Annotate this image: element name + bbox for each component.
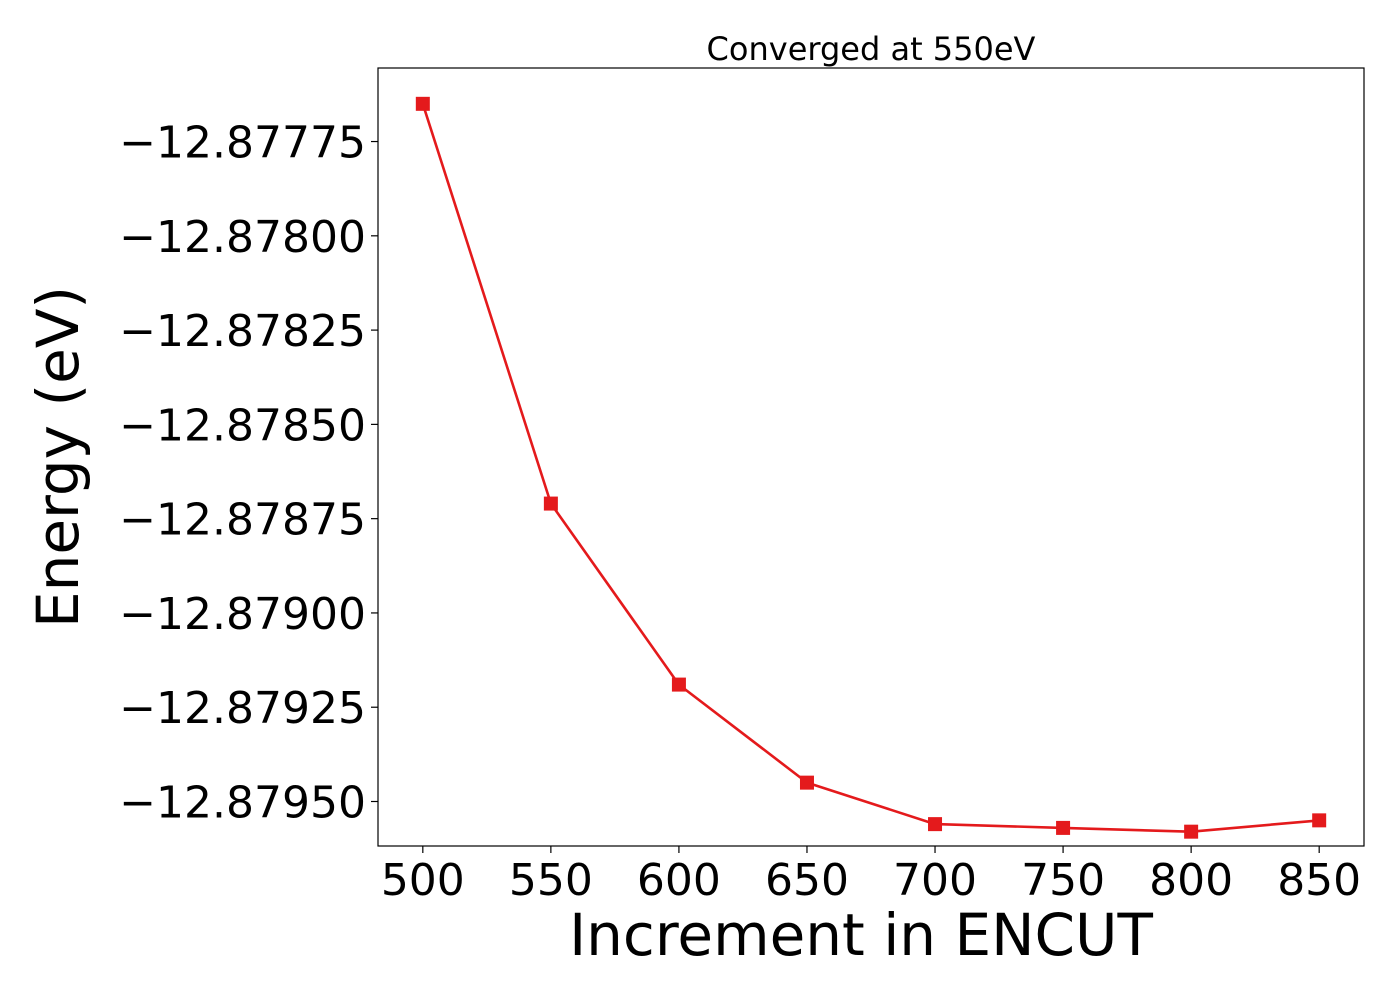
data-point-marker: [928, 817, 943, 832]
y-tick-label: −12.87850: [119, 400, 366, 451]
data-series: [415, 96, 1327, 839]
x-tick-label: 800: [1149, 855, 1233, 906]
data-point-marker: [415, 96, 430, 111]
x-tick-label: 750: [1021, 855, 1105, 906]
x-tick-label: 550: [509, 855, 593, 906]
y-tick-label: −12.87775: [119, 118, 366, 169]
x-tick-label: 650: [765, 855, 849, 906]
data-point-marker: [799, 775, 814, 790]
y-tick-label: −12.87800: [119, 212, 366, 263]
x-tick-label: 600: [637, 855, 721, 906]
chart-title: Converged at 550eV: [707, 30, 1036, 68]
data-point-marker: [1056, 820, 1071, 835]
data-point-marker: [1184, 824, 1199, 839]
data-point-marker: [1312, 813, 1327, 828]
y-tick-label: −12.87825: [119, 306, 366, 357]
data-point-marker: [671, 677, 686, 692]
y-tick-label: −12.87900: [119, 589, 366, 640]
x-tick-label: 500: [381, 855, 465, 906]
y-axis-label: Energy (eV): [24, 286, 92, 628]
y-tick-label: −12.87925: [119, 683, 366, 734]
plot-area: [377, 67, 1365, 847]
x-axis-label: Increment in ENCUT: [569, 901, 1153, 969]
x-tick-label: 700: [893, 855, 977, 906]
y-axis-ticks: −12.87775 −12.87800 −12.87825 −12.87850 −12.…: [119, 118, 378, 828]
series-line: [421, 103, 1320, 834]
data-point-marker: [543, 496, 558, 511]
x-tick-label: 850: [1277, 855, 1361, 906]
y-tick-label: −12.87950: [119, 777, 366, 828]
y-tick-label: −12.87875: [119, 495, 366, 546]
x-axis-ticks: 500 550 600 650 700 750 800 850: [381, 846, 1361, 906]
